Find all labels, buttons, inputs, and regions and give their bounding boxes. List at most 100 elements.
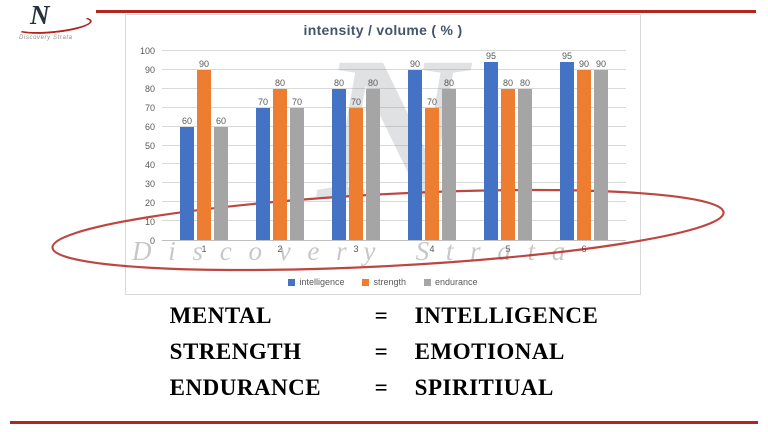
gridline [162, 163, 626, 165]
x-axis-tick-4: 4 [429, 244, 435, 254]
bar-group-3: 80 70 80 [318, 51, 394, 240]
legend: intelligence strength endurance [126, 277, 640, 287]
equations-block: MENTAL = INTELLIGENCE STRENGTH = EMOTION… [170, 301, 599, 403]
bar-intelligence-cat2: 70 [256, 51, 270, 240]
y-axis-tick-50: 50 [144, 141, 155, 151]
gridline [162, 50, 626, 51]
bar [408, 69, 422, 240]
legend-label: endurance [435, 277, 478, 287]
gridline [162, 106, 626, 108]
bar-value-label: 90 [198, 58, 209, 69]
x-axis-tick-5: 5 [505, 244, 511, 254]
bar-intelligence-cat6: 95 [560, 51, 574, 240]
bar-intelligence-cat3: 80 [332, 51, 346, 240]
gridline [162, 144, 626, 146]
y-axis-tick-100: 100 [139, 46, 155, 56]
y-axis-tick-30: 30 [144, 179, 155, 189]
y-axis-tick-20: 20 [144, 198, 155, 208]
bar-value-label: 70 [426, 96, 437, 107]
bottom-rule [10, 421, 758, 424]
bar [484, 62, 498, 240]
bar [577, 69, 591, 240]
bar-value-label: 95 [561, 51, 572, 61]
bar-endurance-cat6: 90 [594, 51, 608, 240]
legend-swatch [362, 278, 370, 286]
bar [501, 88, 515, 240]
bar-strength-cat4: 70 [425, 51, 439, 240]
equals-sign: = [374, 375, 389, 400]
bar [425, 107, 439, 240]
gridline [162, 68, 626, 70]
bar-value-label: 80 [367, 77, 378, 88]
bar [518, 88, 532, 240]
bar [442, 88, 456, 240]
chart-title: intensity / volume ( % ) [303, 22, 463, 38]
x-axis-tick-3: 3 [353, 244, 359, 254]
bar-strength-cat1: 90 [197, 51, 211, 240]
x-axis: 1 2 3 4 5 6 [162, 244, 626, 254]
legend-swatch [424, 278, 431, 286]
top-rule [96, 10, 756, 13]
equation-left: STRENGTH [169, 339, 302, 364]
bar [256, 107, 270, 240]
legend-item-endurance: endurance [424, 277, 478, 287]
y-axis-tick-0: 0 [149, 236, 155, 246]
gridline [162, 182, 626, 184]
bar-value-label: 80 [502, 77, 513, 88]
chart-body: 0 10 20 30 40 50 60 70 80 90 100 60 90 60 70 80 70 80 70 8… [134, 46, 626, 254]
bar [366, 88, 380, 240]
equation-row-endurance: ENDURANCE = SPIRITIUAL [170, 373, 554, 403]
legend-swatch [288, 278, 296, 286]
equation-right: SPIRITIUAL [414, 375, 554, 400]
bar-groups: 60 90 60 70 80 70 80 70 80 90 70 80 95 80 80 95 90 90 [162, 51, 626, 240]
x-axis-tick-6: 6 [581, 244, 587, 254]
legend-item-strength: strength [362, 277, 406, 287]
bar-strength-cat3: 70 [349, 51, 363, 240]
equation-row-mental: MENTAL = INTELLIGENCE [170, 301, 599, 331]
bar [349, 107, 363, 240]
bar-intelligence-cat1: 60 [180, 51, 194, 240]
plot-area: 60 90 60 70 80 70 80 70 80 90 70 80 95 80 80 95 90 90 [162, 50, 626, 241]
bar-endurance-cat5: 80 [518, 51, 532, 240]
y-axis-tick-40: 40 [144, 160, 155, 170]
bar-value-label: 80 [274, 77, 285, 88]
bar [197, 69, 211, 240]
y-axis-tick-90: 90 [144, 65, 155, 75]
bar-value-label: 90 [595, 58, 606, 69]
bar [273, 88, 287, 240]
bar-group-4: 90 70 80 [394, 51, 470, 240]
equation-left: MENTAL [169, 303, 272, 328]
bar-strength-cat5: 80 [501, 51, 515, 240]
bar-intelligence-cat4: 90 [408, 51, 422, 240]
bar [560, 62, 574, 240]
y-axis-tick-60: 60 [144, 122, 155, 132]
bar-value-label: 60 [215, 115, 226, 126]
bar-value-label: 70 [350, 96, 361, 107]
bar-value-label: 90 [409, 58, 420, 69]
bar-value-label: 70 [257, 96, 268, 107]
equation-right: EMOTIONAL [414, 339, 565, 364]
logo: N Discovery Strata [14, 1, 118, 45]
bar-value-label: 90 [578, 58, 589, 69]
bar-value-label: 60 [181, 115, 192, 126]
logo-subtext: Discovery Strata [19, 35, 73, 41]
bar [290, 107, 304, 240]
bar-endurance-cat4: 80 [442, 51, 456, 240]
y-axis-tick-70: 70 [144, 103, 155, 113]
bar-strength-cat6: 90 [577, 51, 591, 240]
bar-value-label: 80 [333, 77, 344, 88]
bar-group-6: 95 90 90 [546, 51, 622, 240]
bar-endurance-cat2: 70 [290, 51, 304, 240]
bar-endurance-cat3: 80 [366, 51, 380, 240]
logo-letter: N [30, 0, 50, 30]
plot-wrap: 60 90 60 70 80 70 80 70 80 90 70 80 95 80 80 95 90 90 1 2 3… [162, 50, 626, 254]
bar-group-1: 60 90 60 [166, 51, 242, 240]
bar-group-2: 70 80 70 [242, 51, 318, 240]
x-axis-tick-2: 2 [277, 244, 283, 254]
equation-left: ENDURANCE [169, 375, 322, 400]
bar-strength-cat2: 80 [273, 51, 287, 240]
bar [332, 88, 346, 240]
equals-sign: = [374, 303, 389, 328]
bar-intelligence-cat5: 95 [484, 51, 498, 240]
